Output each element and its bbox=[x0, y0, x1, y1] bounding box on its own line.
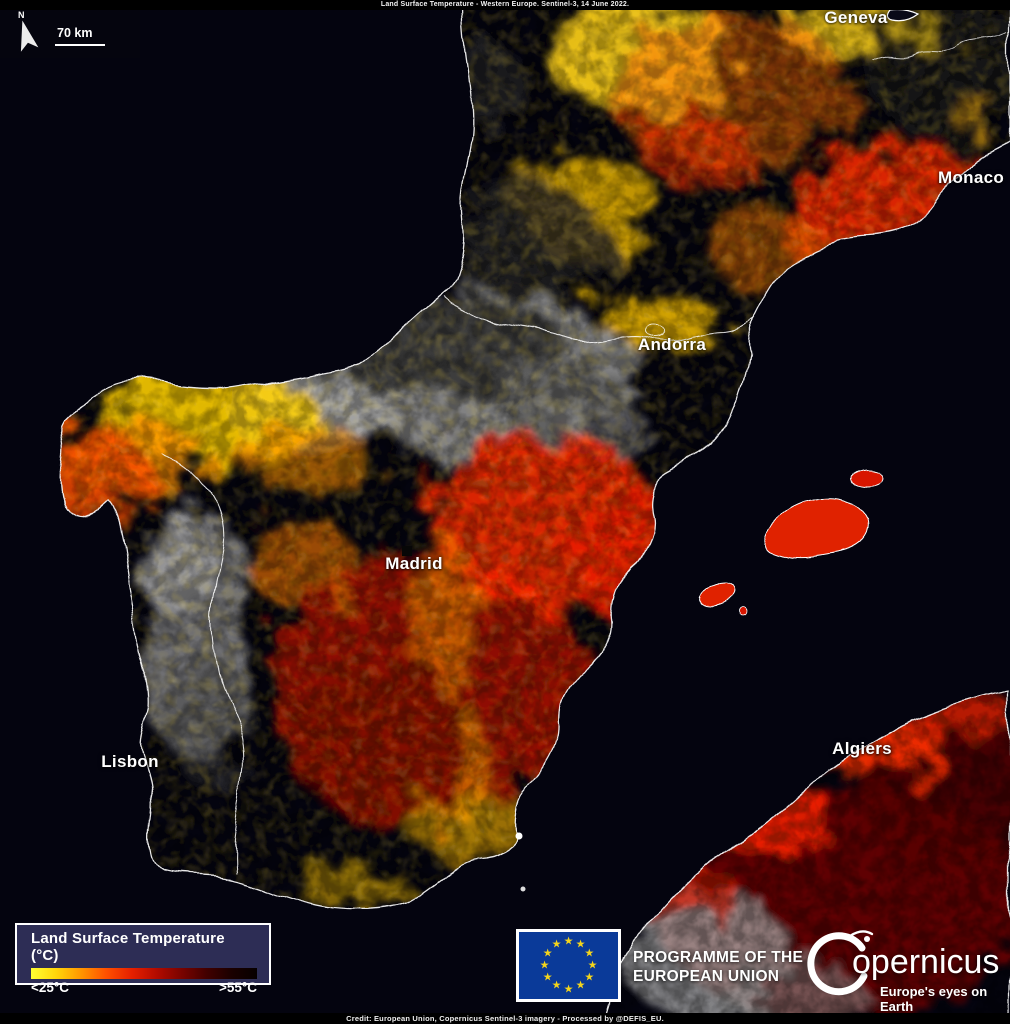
legend-min-label: <25°C bbox=[31, 980, 70, 995]
eu-flag-stars: ★ ★ ★ ★ ★ ★ ★ ★ ★ ★ ★ ★ bbox=[519, 932, 618, 999]
eu-star-icon: ★ bbox=[563, 935, 574, 947]
eu-star-icon: ★ bbox=[575, 979, 586, 992]
sea-speck bbox=[520, 886, 526, 892]
scale-bar-line bbox=[55, 44, 105, 46]
border-portugal-spain bbox=[164, 451, 245, 873]
credit-text: Credit: European Union, Copernicus Senti… bbox=[0, 1013, 1010, 1024]
border-france-spain bbox=[442, 297, 758, 343]
africa-landmass bbox=[600, 691, 1010, 1024]
eu-star-icon: ★ bbox=[587, 959, 598, 971]
lake-geneva bbox=[886, 8, 920, 22]
city-marker-madrid bbox=[402, 546, 412, 556]
gibraltar-dot bbox=[515, 832, 523, 840]
eu-programme-text: PROGRAMME OF THE EUROPEAN UNION bbox=[633, 948, 803, 986]
scale-bar-label: 70 km bbox=[57, 26, 93, 40]
copernicus-c-icon bbox=[807, 930, 874, 996]
eu-star-icon: ★ bbox=[551, 979, 562, 992]
balearic-islands bbox=[698, 469, 885, 617]
eu-flag: ★ ★ ★ ★ ★ ★ ★ ★ ★ ★ ★ ★ bbox=[516, 929, 621, 1002]
eu-star-icon: ★ bbox=[539, 959, 550, 971]
border-andorra bbox=[644, 322, 666, 338]
north-label: N bbox=[18, 10, 25, 20]
legend-max-label: >55°C bbox=[218, 980, 257, 995]
eu-star-icon: ★ bbox=[563, 983, 574, 995]
eu-star-icon: ★ bbox=[551, 938, 562, 951]
city-label-madrid: Madrid bbox=[385, 554, 443, 573]
eu-star-icon: ★ bbox=[575, 938, 586, 951]
copernicus-tagline: Europe's eyes on Earth bbox=[880, 984, 988, 1014]
copernicus-wordmark: opernicus bbox=[852, 943, 1000, 981]
city-label-andorra: Andorra bbox=[637, 335, 707, 354]
eu-star-icon: ★ bbox=[584, 971, 595, 983]
copernicus-logo: opernicus Europe's eyes on Earth bbox=[806, 924, 1008, 1014]
city-label-lisbon: Lisbon bbox=[101, 752, 159, 771]
programme-line1: PROGRAMME OF THE bbox=[633, 949, 804, 966]
eu-star-icon: ★ bbox=[542, 971, 553, 983]
eu-star-icon: ★ bbox=[584, 947, 595, 959]
border-switzerland bbox=[871, 31, 1009, 59]
programme-line2: EUROPEAN UNION bbox=[633, 968, 780, 985]
map-title: Land Surface Temperature - Western Europ… bbox=[0, 0, 1010, 10]
city-label-geneva: Geneva bbox=[824, 8, 888, 27]
legend-panel: Land Surface Temperature (°C) <25°C >55°… bbox=[15, 923, 271, 995]
city-label-monaco: Monaco bbox=[937, 168, 1005, 187]
eu-star-icon: ★ bbox=[542, 947, 553, 959]
north-arrow-icon bbox=[20, 20, 39, 52]
city-label-algiers: Algiers bbox=[832, 739, 892, 758]
legend-title: Land Surface Temperature (°C) bbox=[31, 930, 225, 964]
legend-gradient-bar bbox=[31, 968, 257, 979]
